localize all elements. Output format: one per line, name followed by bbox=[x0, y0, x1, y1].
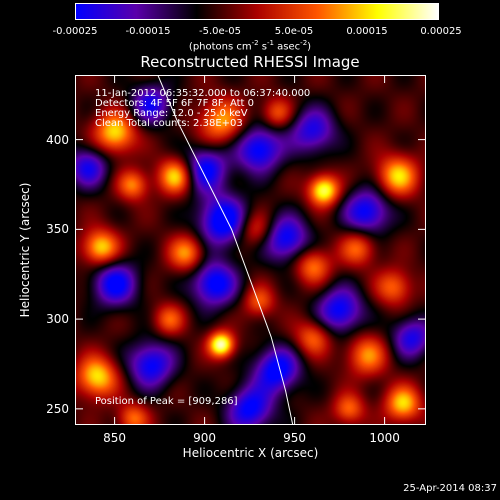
colorbar-tick: 0.00015 bbox=[346, 26, 388, 37]
colorbar-tick: -0.00025 bbox=[52, 26, 98, 37]
unit-exponent: -2 bbox=[251, 39, 259, 47]
observation-info: 11-Jan-2012 06:35:32.000 to 06:37:40.000… bbox=[95, 89, 310, 129]
y-tick-label: 300 bbox=[46, 312, 69, 327]
plot-border bbox=[75, 75, 426, 425]
y-tick-label: 400 bbox=[46, 132, 69, 147]
peak-position-label: Position of Peak = [909,286] bbox=[95, 396, 238, 407]
unit-exponent: -1 bbox=[267, 39, 274, 47]
plot-overlay bbox=[75, 75, 426, 425]
y-axis-label: Heliocentric Y (arcsec) bbox=[18, 182, 32, 318]
colorbar bbox=[75, 3, 439, 20]
unit-part: ) bbox=[307, 41, 312, 53]
colorbar-tick: 5.0e-05 bbox=[274, 26, 314, 37]
colorbar-tick: 0.00025 bbox=[420, 26, 462, 37]
colorbar-tick: -5.0e-05 bbox=[199, 26, 241, 37]
energy-range: Energy Range: 12.0 - 25.0 keV bbox=[95, 108, 248, 119]
x-tick-label: 1000 bbox=[369, 431, 400, 445]
x-axis-label: Heliocentric X (arcsec) bbox=[182, 446, 319, 460]
unit-part: asec bbox=[274, 41, 301, 53]
heatmap-image bbox=[75, 75, 426, 425]
x-tick-label: 850 bbox=[103, 431, 127, 445]
unit-part: (photons cm bbox=[188, 41, 252, 53]
detectors: Detectors: 4F 5F 6F 7F 8F, Att 0 bbox=[95, 98, 255, 109]
colorbar-tick: -0.00015 bbox=[125, 26, 171, 37]
x-tick-label: 950 bbox=[283, 431, 307, 445]
y-tick-label: 350 bbox=[46, 222, 69, 237]
solar-limb-curve bbox=[157, 75, 294, 425]
colorbar-unit-label: (photons cm-2 s-1 asec-2) bbox=[0, 40, 500, 52]
x-tick-label: 900 bbox=[193, 431, 217, 445]
unit-part: s bbox=[258, 41, 268, 53]
chart-title: Reconstructed RHESSI Image bbox=[140, 53, 360, 71]
plot-area: 11-Jan-2012 06:35:32.000 to 06:37:40.000… bbox=[75, 75, 426, 425]
unit-exponent: -2 bbox=[300, 39, 308, 47]
clean-counts: Clean Total counts: 2.38E+03 bbox=[95, 118, 243, 129]
y-tick-label: 250 bbox=[46, 401, 69, 416]
render-timestamp: 25-Apr-2014 08:37 bbox=[403, 483, 497, 494]
time-range: 11-Jan-2012 06:35:32.000 to 06:37:40.000 bbox=[95, 88, 311, 99]
